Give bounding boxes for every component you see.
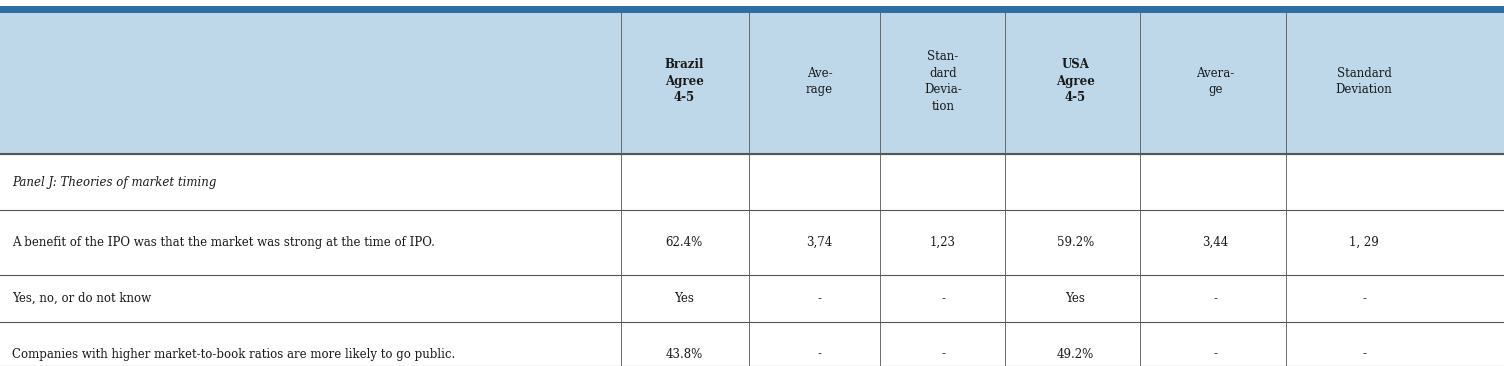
- Text: 59.2%: 59.2%: [1057, 236, 1093, 249]
- Text: Yes: Yes: [1065, 292, 1086, 305]
- Text: -: -: [1363, 348, 1366, 361]
- Text: 3,44: 3,44: [1202, 236, 1229, 249]
- Text: USA
Agree
4-5: USA Agree 4-5: [1056, 59, 1095, 104]
- Text: -: -: [942, 348, 945, 361]
- Bar: [0, 9, 1504, 154]
- Text: Yes, no, or do not know: Yes, no, or do not know: [12, 292, 152, 305]
- Text: Companies with higher market-to-book ratios are more likely to go public.: Companies with higher market-to-book rat…: [12, 348, 456, 361]
- Text: Yes: Yes: [674, 292, 695, 305]
- Text: 62.4%: 62.4%: [666, 236, 702, 249]
- Text: 1, 29: 1, 29: [1349, 236, 1379, 249]
- Text: A benefit of the IPO was that the market was strong at the time of IPO.: A benefit of the IPO was that the market…: [12, 236, 435, 249]
- Text: -: -: [818, 348, 821, 361]
- Text: 43.8%: 43.8%: [666, 348, 702, 361]
- Text: -: -: [942, 292, 945, 305]
- Text: -: -: [818, 292, 821, 305]
- Text: Avera-
ge: Avera- ge: [1196, 67, 1235, 96]
- Text: Panel J: Theories of market timing: Panel J: Theories of market timing: [12, 176, 217, 188]
- Text: Ave-
rage: Ave- rage: [806, 67, 833, 96]
- Text: Standard
Deviation: Standard Deviation: [1336, 67, 1393, 96]
- Text: Stan-
dard
Devia-
tion: Stan- dard Devia- tion: [923, 50, 963, 113]
- Text: -: -: [1363, 292, 1366, 305]
- Text: -: -: [1214, 292, 1217, 305]
- Text: 1,23: 1,23: [929, 236, 957, 249]
- Text: Brazil
Agree
4-5: Brazil Agree 4-5: [665, 59, 704, 104]
- Text: 3,74: 3,74: [806, 236, 833, 249]
- Text: 49.2%: 49.2%: [1057, 348, 1093, 361]
- Text: -: -: [1214, 348, 1217, 361]
